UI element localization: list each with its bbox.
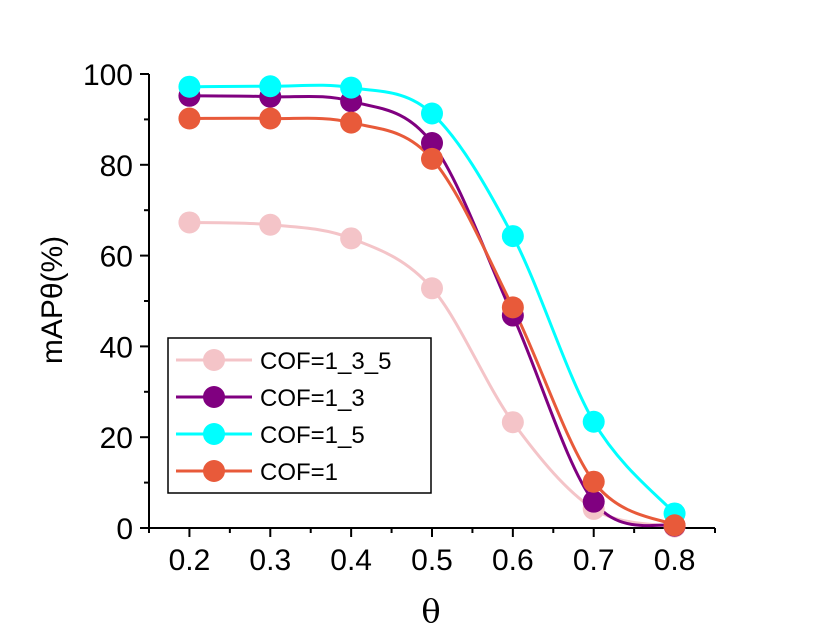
data-point-series-0 <box>501 411 524 434</box>
legend-label-1: COF=1_3 <box>260 385 365 412</box>
data-point-series-2 <box>582 410 605 433</box>
data-point-series-2 <box>340 76 363 99</box>
legend-marker-3 <box>203 460 225 482</box>
data-point-series-1 <box>582 490 605 513</box>
legend-label-3: COF=1 <box>260 459 338 486</box>
data-point-series-2 <box>178 75 201 98</box>
y-axis-label: mAPθ(%) <box>36 236 69 364</box>
data-point-series-0 <box>259 213 282 236</box>
axes: 0 20 40 60 80 100 0.2 0.3 0.4 0.5 0.6 0.7 0.8 <box>83 59 716 577</box>
y-tick-label: 80 <box>100 150 133 183</box>
x-tick-label: 0.7 <box>573 544 615 577</box>
data-point-series-0 <box>340 227 363 250</box>
data-point-series-0 <box>178 211 201 234</box>
x-axis-label: θ <box>421 592 440 630</box>
data-point-series-2 <box>421 102 443 125</box>
legend-label-2: COF=1_5 <box>260 422 365 449</box>
legend-marker-1 <box>203 386 225 408</box>
x-tick-label: 0.2 <box>169 544 211 577</box>
data-point-series-3 <box>340 111 363 134</box>
data-point-series-2 <box>501 225 524 248</box>
legend-marker-2 <box>203 423 225 445</box>
y-tick-label: 60 <box>100 241 133 274</box>
legend-label-0: COF=1_3_5 <box>260 348 391 375</box>
x-tick-label: 0.5 <box>411 544 453 577</box>
x-tick-label: 0.8 <box>654 544 696 577</box>
data-point-series-2 <box>259 75 282 98</box>
data-point-series-3 <box>663 514 686 537</box>
x-tick-label: 0.6 <box>492 544 534 577</box>
data-point-series-3 <box>582 470 605 493</box>
legend: COF=1_3_5 COF=1_3 COF=1_5 COF=1 <box>167 337 432 494</box>
series-points <box>178 75 686 538</box>
data-point-series-1 <box>421 132 443 155</box>
y-tick-label: 40 <box>100 331 133 364</box>
y-tick-label: 100 <box>83 59 133 92</box>
data-point-series-0 <box>421 277 443 300</box>
data-point-series-3 <box>421 147 443 170</box>
x-tick-label: 0.4 <box>330 544 372 577</box>
data-point-series-3 <box>501 296 524 319</box>
y-tick-label: 0 <box>116 513 133 546</box>
x-tick-label: 0.3 <box>249 544 291 577</box>
y-tick-label: 20 <box>100 422 133 455</box>
legend-marker-0 <box>203 349 225 371</box>
data-point-series-3 <box>178 107 201 130</box>
data-point-series-3 <box>259 107 282 130</box>
